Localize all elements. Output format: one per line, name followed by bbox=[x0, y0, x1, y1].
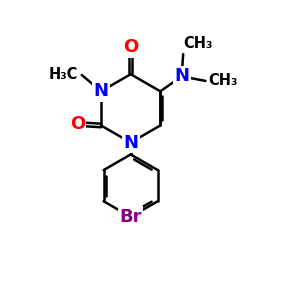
Text: N: N bbox=[94, 82, 109, 100]
Text: N: N bbox=[174, 68, 189, 85]
Text: CH₃: CH₃ bbox=[208, 74, 238, 88]
Text: CH₃: CH₃ bbox=[183, 36, 212, 51]
Text: H₃C: H₃C bbox=[49, 68, 78, 82]
Text: O: O bbox=[123, 38, 138, 56]
Text: N: N bbox=[123, 134, 138, 152]
Text: O: O bbox=[70, 115, 85, 133]
Text: Br: Br bbox=[119, 208, 142, 226]
